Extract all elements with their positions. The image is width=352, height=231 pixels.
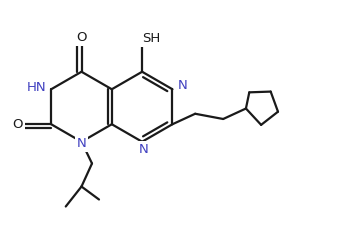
Text: SH: SH (142, 32, 160, 45)
Text: HN: HN (27, 81, 46, 94)
Text: N: N (177, 79, 187, 92)
Text: N: N (77, 137, 86, 150)
Text: O: O (12, 118, 23, 131)
Text: O: O (76, 31, 87, 44)
Text: N: N (139, 143, 149, 156)
